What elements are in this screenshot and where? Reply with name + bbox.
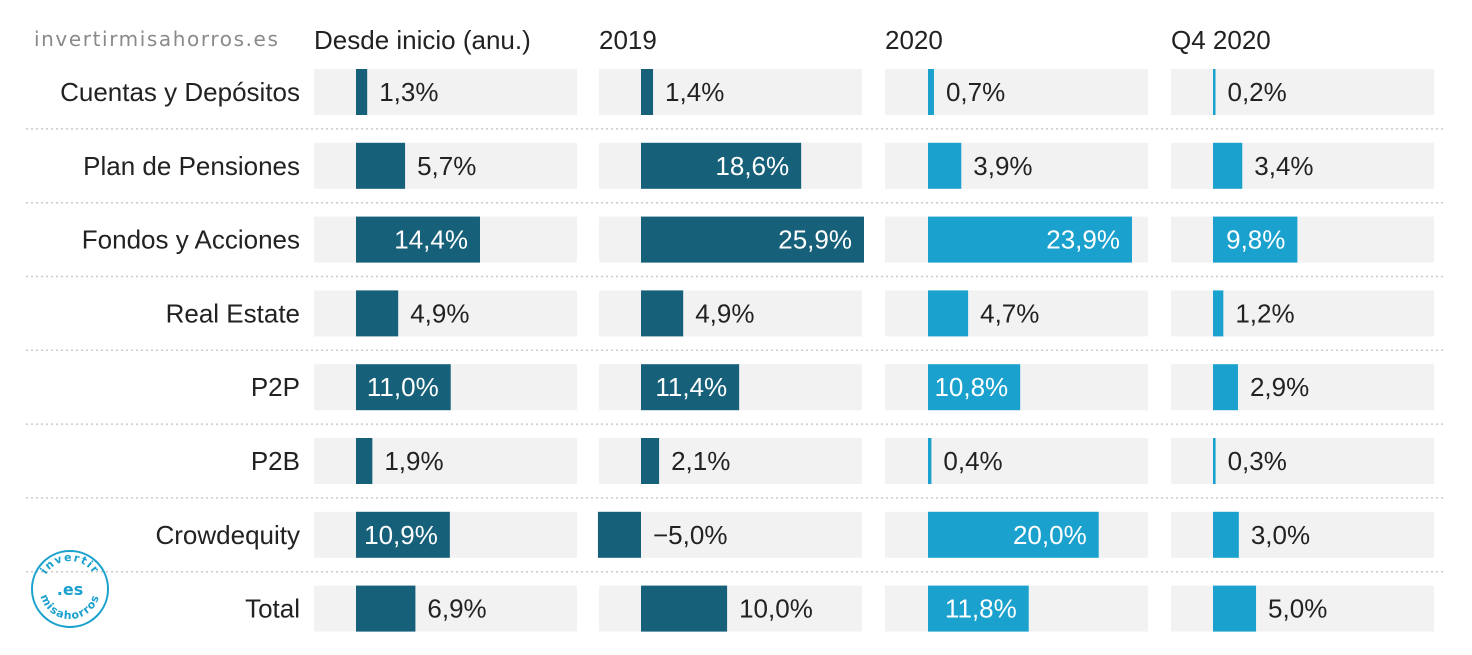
row-label: P2P — [251, 372, 300, 402]
bar — [356, 585, 416, 632]
bar — [928, 511, 1099, 558]
data-label: 10,9% — [364, 520, 438, 550]
data-label: 3,4% — [1254, 151, 1313, 181]
bar — [928, 142, 962, 189]
bar — [356, 142, 406, 189]
bar-track — [314, 438, 577, 484]
bar — [641, 69, 654, 115]
row-label: P2B — [251, 446, 300, 476]
bar — [641, 290, 684, 337]
logo-center-text: .es — [57, 580, 83, 599]
data-label: 25,9% — [778, 225, 852, 255]
data-label: 11,0% — [367, 372, 439, 402]
bar — [356, 69, 368, 115]
bar — [641, 438, 660, 484]
row-label: Cuentas y Depósitos — [60, 77, 300, 107]
bar-track — [1171, 69, 1434, 115]
bar — [928, 364, 1021, 411]
bar — [928, 585, 1029, 632]
data-label: 23,9% — [1046, 225, 1120, 255]
bar-track — [885, 69, 1148, 115]
data-label: 1,3% — [379, 77, 438, 107]
data-label: 1,9% — [384, 446, 443, 476]
bar — [928, 216, 1132, 263]
logo-top-text: invertir — [38, 551, 101, 577]
row-label: Fondos y Acciones — [82, 225, 300, 255]
site-logo: invertir .es misahorros — [31, 550, 109, 628]
data-label: 0,2% — [1228, 77, 1287, 107]
panel-header: 2019 — [599, 25, 657, 55]
data-label: 18,6% — [715, 151, 789, 181]
bar — [1213, 438, 1216, 484]
data-label: 3,9% — [973, 151, 1032, 181]
data-label: −5,0% — [653, 520, 727, 550]
row-label: Real Estate — [166, 298, 300, 328]
data-label: 11,8% — [945, 594, 1017, 624]
bar — [641, 585, 728, 632]
watermark-text: invertirmisahorros.es — [34, 27, 280, 51]
data-label: 14,4% — [394, 225, 468, 255]
data-label: 0,7% — [946, 77, 1005, 107]
data-label: 4,9% — [695, 298, 754, 328]
data-label: 0,4% — [943, 446, 1002, 476]
bar — [1213, 290, 1224, 337]
data-label: 10,0% — [739, 594, 813, 624]
bar — [356, 438, 373, 484]
bar — [1213, 142, 1243, 189]
bar-track — [599, 69, 862, 115]
row-label: Crowdequity — [155, 520, 300, 550]
data-label: 10,8% — [934, 372, 1008, 402]
bar — [928, 290, 969, 337]
bar — [928, 69, 934, 115]
bar — [356, 364, 451, 411]
bar — [641, 364, 740, 411]
bar — [641, 216, 864, 263]
data-label: 4,7% — [980, 298, 1039, 328]
data-label: 6,9% — [427, 594, 486, 624]
bar-track — [885, 438, 1148, 484]
panel-header: Desde inicio (anu.) — [314, 25, 531, 55]
bar-track — [599, 438, 862, 484]
data-label: 20,0% — [1013, 520, 1087, 550]
data-label: 1,2% — [1235, 298, 1294, 328]
bar — [1213, 216, 1298, 263]
bar — [1213, 364, 1238, 411]
panel-header: Q4 2020 — [1171, 25, 1271, 55]
bar — [1213, 511, 1239, 558]
row-label: Plan de Pensiones — [83, 151, 300, 181]
bar — [356, 511, 450, 558]
bar — [928, 438, 932, 484]
data-label: 9,8% — [1226, 225, 1285, 255]
bar — [356, 216, 480, 263]
bar — [1213, 585, 1257, 632]
bar — [1213, 69, 1216, 115]
bar-track — [1171, 438, 1434, 484]
bar — [641, 142, 802, 189]
bar-track — [1171, 216, 1434, 263]
data-label: 5,7% — [417, 151, 476, 181]
data-label: 2,9% — [1250, 372, 1309, 402]
panel-header: 2020 — [885, 25, 943, 55]
data-label: 1,4% — [665, 77, 724, 107]
bar-track — [314, 69, 577, 115]
row-label: Total — [245, 594, 300, 624]
data-label: 11,4% — [655, 372, 727, 402]
data-label: 2,1% — [671, 446, 730, 476]
data-label: 3,0% — [1251, 520, 1310, 550]
svg-text:invertir: invertir — [38, 551, 103, 577]
bar — [356, 290, 399, 337]
bar-track — [599, 585, 862, 632]
bar-track — [1171, 290, 1434, 337]
data-label: 0,3% — [1228, 446, 1287, 476]
data-label: 4,9% — [410, 298, 469, 328]
bar-track — [599, 511, 862, 558]
bar — [597, 511, 641, 558]
data-label: 5,0% — [1268, 594, 1327, 624]
